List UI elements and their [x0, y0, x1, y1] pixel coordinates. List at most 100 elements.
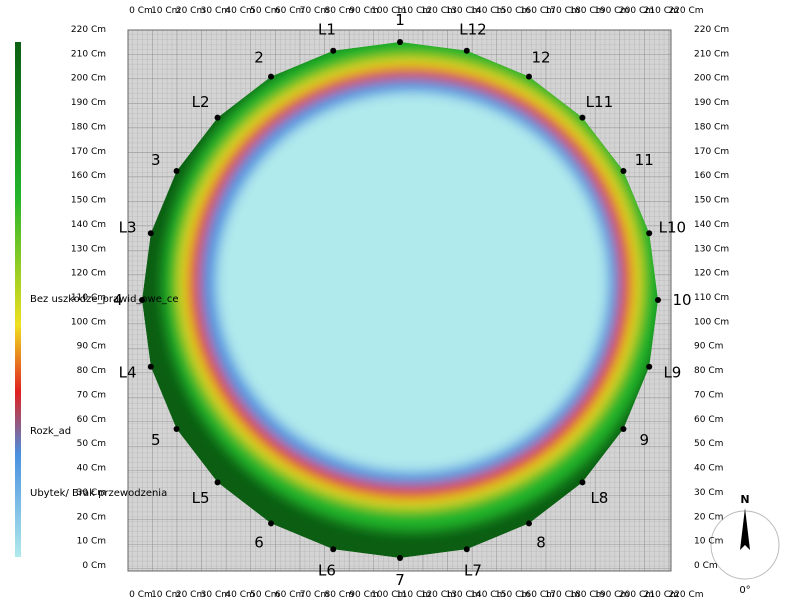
legend-bar	[15, 42, 21, 557]
x-tick-label: 190 Cm	[594, 590, 629, 600]
x-tick-label: 0 Cm	[129, 590, 153, 600]
y-tick-label: 60 Cm	[694, 415, 723, 425]
sensor-label: 3	[151, 151, 161, 169]
sensor-label: L12	[459, 21, 486, 39]
y-tick-label: 110 Cm	[694, 293, 729, 303]
sensor-label: 9	[639, 431, 649, 449]
sensor-label: 4	[113, 291, 123, 309]
sensor-label: L3	[119, 219, 137, 237]
sensor-label: L11	[586, 93, 613, 111]
x-tick-label: 120 Cm	[421, 590, 456, 600]
sensor-label: L10	[659, 219, 686, 237]
x-tick-label: 90 Cm	[349, 6, 378, 16]
x-tick-label: 50 Cm	[250, 6, 279, 16]
y-tick-label: 0 Cm	[82, 561, 106, 571]
compass-angle: 0°	[739, 585, 750, 596]
sensor-label: 2	[254, 49, 264, 67]
sensor-point	[214, 479, 221, 486]
sensor-point	[330, 546, 337, 553]
x-tick-label: 160 Cm	[520, 590, 555, 600]
y-tick-label: 130 Cm	[71, 244, 106, 254]
x-tick-label: 150 Cm	[495, 590, 530, 600]
x-tick-label: 20 Cm	[176, 590, 205, 600]
y-tick-label: 200 Cm	[694, 74, 729, 84]
sensor-point	[620, 426, 627, 432]
y-tick-label: 20 Cm	[694, 512, 723, 522]
x-tick-label: 130 Cm	[445, 6, 480, 16]
y-tick-label: 210 Cm	[71, 49, 106, 59]
x-tick-label: 150 Cm	[495, 6, 530, 16]
y-tick-label: 40 Cm	[694, 464, 723, 474]
x-tick-label: 100 Cm	[371, 6, 406, 16]
y-tick-label: 140 Cm	[71, 220, 106, 230]
sensor-point	[214, 114, 221, 121]
x-tick-label: 60 Cm	[275, 6, 304, 16]
compass: N 0°	[710, 493, 780, 596]
y-tick-label: 50 Cm	[77, 439, 106, 449]
sensor-label: L9	[663, 363, 681, 381]
y-tick-label: 100 Cm	[71, 317, 106, 327]
y-tick-label: 40 Cm	[77, 464, 106, 474]
sensor-point	[463, 546, 470, 553]
x-tick-label: 50 Cm	[250, 590, 279, 600]
x-tick-label: 210 Cm	[644, 6, 679, 16]
x-tick-label: 200 Cm	[619, 590, 654, 600]
x-tick-label: 40 Cm	[225, 6, 254, 16]
x-tick-label: 80 Cm	[324, 6, 353, 16]
sensor-label: 10	[672, 291, 691, 309]
sensor-label: L6	[318, 561, 336, 579]
sensor-point	[526, 73, 532, 80]
x-tick-label: 100 Cm	[371, 590, 406, 600]
x-tick-label: 80 Cm	[324, 590, 353, 600]
y-tick-label: 10 Cm	[694, 537, 723, 547]
sensor-point	[330, 47, 337, 54]
y-tick-label: 210 Cm	[694, 49, 729, 59]
sensor-point	[147, 363, 154, 370]
y-tick-label: 0 Cm	[694, 561, 718, 571]
x-tick-label: 0 Cm	[129, 6, 153, 16]
y-tick-label: 90 Cm	[77, 342, 106, 352]
x-tick-label: 120 Cm	[421, 6, 456, 16]
sensor-label: L8	[590, 489, 608, 507]
x-tick-label: 180 Cm	[569, 590, 604, 600]
x-tick-label: 70 Cm	[300, 6, 329, 16]
x-tick-label: 110 Cm	[396, 6, 431, 16]
y-tick-label: 70 Cm	[77, 390, 106, 400]
x-tick-label: 110 Cm	[396, 590, 431, 600]
sensor-point	[147, 230, 154, 237]
sensor-point	[620, 168, 627, 174]
y-tick-label: 180 Cm	[694, 122, 729, 132]
y-tick-label: 110 Cm	[71, 293, 106, 303]
sensor-point	[139, 297, 145, 303]
y-tick-label: 30 Cm	[694, 488, 723, 498]
x-tick-label: 170 Cm	[545, 6, 580, 16]
y-tick-label: 150 Cm	[71, 196, 106, 206]
x-tick-label: 70 Cm	[300, 590, 329, 600]
legend-label: Bez uszkodze_prawid_owe_ce	[30, 294, 179, 305]
y-tick-label: 120 Cm	[694, 269, 729, 279]
y-tick-label: 10 Cm	[77, 537, 106, 547]
x-tick-label: 220 Cm	[668, 6, 703, 16]
compass-north: N	[740, 493, 749, 506]
y-tick-label: 90 Cm	[694, 342, 723, 352]
sensor-label: 11	[635, 151, 654, 169]
sensor-label: 12	[531, 49, 550, 67]
sensor-point	[646, 230, 653, 237]
sensor-label: 6	[254, 533, 264, 551]
y-tick-label: 50 Cm	[694, 439, 723, 449]
sensor-label: 7	[395, 571, 405, 589]
x-tick-label: 20 Cm	[176, 6, 205, 16]
y-tick-label: 200 Cm	[71, 74, 106, 84]
y-tick-label: 140 Cm	[694, 220, 729, 230]
sensor-label: 8	[536, 533, 546, 551]
sensor-point	[526, 520, 532, 527]
x-tick-label: 30 Cm	[201, 6, 230, 16]
sensor-point	[173, 168, 180, 174]
y-tick-label: 80 Cm	[694, 366, 723, 376]
y-tick-label: 170 Cm	[71, 147, 106, 157]
x-tick-label: 220 Cm	[668, 590, 703, 600]
x-tick-label: 140 Cm	[470, 6, 505, 16]
x-tick-label: 160 Cm	[520, 6, 555, 16]
x-tick-label: 30 Cm	[201, 590, 230, 600]
